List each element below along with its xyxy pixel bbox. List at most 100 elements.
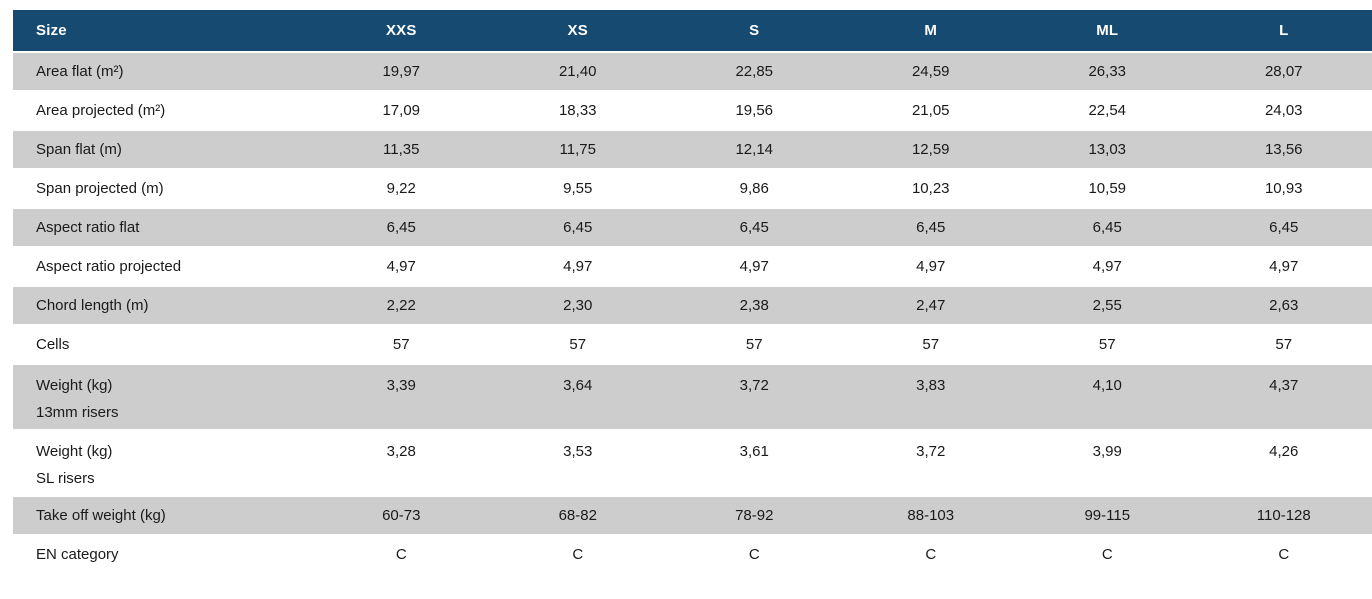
value-cell: 12,14 xyxy=(666,131,843,170)
value-cell: C xyxy=(666,536,843,575)
value-cell: 2,63 xyxy=(1195,287,1372,326)
row-label: EN category xyxy=(13,536,313,575)
value-cell: 24,59 xyxy=(842,53,1019,92)
table-row: Weight (kg) SL risers 3,28 3,53 3,61 3,72 3,99… xyxy=(13,431,1372,497)
size-column-header: L xyxy=(1195,10,1372,53)
table-row: Take off weight (kg) 60-73 68-82 78-92 88-10… xyxy=(13,497,1372,536)
value-cell: 22,54 xyxy=(1019,92,1196,131)
table-header-row: Size XXS XS S M ML L xyxy=(13,10,1372,53)
value-cell: 57 xyxy=(489,326,666,365)
value-cell: 18,33 xyxy=(489,92,666,131)
value-cell: 26,33 xyxy=(1019,53,1196,92)
value-cell: 57 xyxy=(842,326,1019,365)
value-cell: 4,97 xyxy=(313,248,490,287)
value-cell: 6,45 xyxy=(313,209,490,248)
row-label-line1: Chord length (m) xyxy=(36,297,149,314)
row-label-line1: Weight (kg) xyxy=(36,377,113,394)
value-cell: C xyxy=(489,536,666,575)
value-cell: 57 xyxy=(1195,326,1372,365)
value-cell: 10,93 xyxy=(1195,170,1372,209)
value-cell: 21,40 xyxy=(489,53,666,92)
value-cell: 21,05 xyxy=(842,92,1019,131)
value-cell: C xyxy=(842,536,1019,575)
row-label: Aspect ratio projected xyxy=(13,248,313,287)
value-cell: 110-128 xyxy=(1195,497,1372,536)
value-cell: 9,86 xyxy=(666,170,843,209)
value-cell: 4,97 xyxy=(666,248,843,287)
size-column-header: XS xyxy=(489,10,666,53)
value-cell: 9,55 xyxy=(489,170,666,209)
value-cell: 3,39 xyxy=(313,365,490,431)
value-cell: 88-103 xyxy=(842,497,1019,536)
value-cell: 4,37 xyxy=(1195,365,1372,431)
value-cell: 6,45 xyxy=(666,209,843,248)
row-label: Area projected (m²) xyxy=(13,92,313,131)
row-label-line1: Span projected (m) xyxy=(36,180,164,197)
table-row: Cells 57 57 57 57 57 57 xyxy=(13,326,1372,365)
table-row: Span flat (m) 11,35 11,75 12,14 12,59 13,03 13… xyxy=(13,131,1372,170)
value-cell: 6,45 xyxy=(489,209,666,248)
value-cell: 3,53 xyxy=(489,431,666,497)
value-cell: 2,47 xyxy=(842,287,1019,326)
value-cell: 4,97 xyxy=(842,248,1019,287)
value-cell: 22,85 xyxy=(666,53,843,92)
value-cell: 3,72 xyxy=(842,431,1019,497)
size-column-header: ML xyxy=(1019,10,1196,53)
value-cell: 24,03 xyxy=(1195,92,1372,131)
value-cell: 3,61 xyxy=(666,431,843,497)
row-label-line1: Take off weight (kg) xyxy=(36,507,166,524)
row-label-line1: Aspect ratio flat xyxy=(36,219,140,236)
row-label-line2: 13mm risers xyxy=(36,404,119,421)
size-column-header: XXS xyxy=(313,10,490,53)
size-header-cell: Size xyxy=(13,10,313,53)
row-label-line1: Cells xyxy=(36,336,70,353)
value-cell: 6,45 xyxy=(1195,209,1372,248)
size-column-header: M xyxy=(842,10,1019,53)
value-cell: C xyxy=(1195,536,1372,575)
row-label: Span projected (m) xyxy=(13,170,313,209)
table-row: EN category C C C C C C xyxy=(13,536,1372,575)
row-label-line1: Area projected (m²) xyxy=(36,102,166,119)
row-label: Area flat (m²) xyxy=(13,53,313,92)
value-cell: 13,56 xyxy=(1195,131,1372,170)
value-cell: 57 xyxy=(666,326,843,365)
value-cell: 2,38 xyxy=(666,287,843,326)
value-cell: 2,22 xyxy=(313,287,490,326)
value-cell: 60-73 xyxy=(313,497,490,536)
row-label: Weight (kg) 13mm risers xyxy=(13,365,313,431)
value-cell: 3,72 xyxy=(666,365,843,431)
size-column-header: S xyxy=(666,10,843,53)
value-cell: 3,64 xyxy=(489,365,666,431)
value-cell: 2,55 xyxy=(1019,287,1196,326)
value-cell: 19,56 xyxy=(666,92,843,131)
value-cell: C xyxy=(313,536,490,575)
spec-table-body: Area flat (m²) 19,97 21,40 22,85 24,59 26,33 2… xyxy=(13,53,1372,575)
row-label: Cells xyxy=(13,326,313,365)
value-cell: 4,10 xyxy=(1019,365,1196,431)
value-cell: 9,22 xyxy=(313,170,490,209)
value-cell: 3,83 xyxy=(842,365,1019,431)
value-cell: 4,97 xyxy=(489,248,666,287)
value-cell: 4,97 xyxy=(1019,248,1196,287)
row-label: Span flat (m) xyxy=(13,131,313,170)
value-cell: C xyxy=(1019,536,1196,575)
table-row: Area flat (m²) 19,97 21,40 22,85 24,59 26,33 2… xyxy=(13,53,1372,92)
value-cell: 17,09 xyxy=(313,92,490,131)
value-cell: 12,59 xyxy=(842,131,1019,170)
row-label-line1: EN category xyxy=(36,546,119,563)
spec-table-container: Size XXS XS S M ML L Area flat (m²) 19,97 21,40… xyxy=(13,10,1372,575)
table-row: Aspect ratio projected 4,97 4,97 4,97 4,97 4,… xyxy=(13,248,1372,287)
value-cell: 4,97 xyxy=(1195,248,1372,287)
table-row: Area projected (m²) 17,09 18,33 19,56 21,05 2… xyxy=(13,92,1372,131)
value-cell: 28,07 xyxy=(1195,53,1372,92)
table-row: Weight (kg) 13mm risers 3,39 3,64 3,72 3,83 4,… xyxy=(13,365,1372,431)
table-row: Aspect ratio flat 6,45 6,45 6,45 6,45 6,45 6,4… xyxy=(13,209,1372,248)
row-label-line1: Span flat (m) xyxy=(36,141,122,158)
row-label-line1: Aspect ratio projected xyxy=(36,258,182,275)
value-cell: 78-92 xyxy=(666,497,843,536)
value-cell: 4,26 xyxy=(1195,431,1372,497)
value-cell: 3,28 xyxy=(313,431,490,497)
table-row: Chord length (m) 2,22 2,30 2,38 2,47 2,55 2,63 xyxy=(13,287,1372,326)
row-label-line1: Weight (kg) xyxy=(36,443,113,460)
row-label: Weight (kg) SL risers xyxy=(13,431,313,497)
